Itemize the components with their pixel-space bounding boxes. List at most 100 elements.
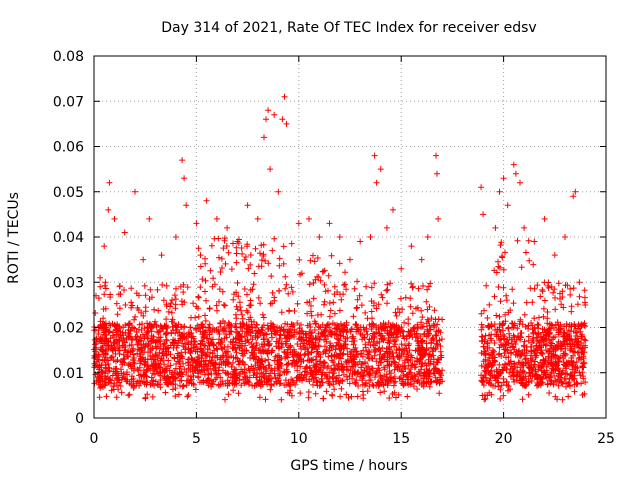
data-point-peak xyxy=(480,211,487,218)
data-point xyxy=(551,286,558,293)
data-point xyxy=(209,336,216,343)
data-point xyxy=(120,324,127,331)
data-point xyxy=(239,340,246,347)
data-point xyxy=(407,376,414,383)
data-point-peak xyxy=(347,256,353,263)
data-point xyxy=(413,305,419,312)
data-point xyxy=(540,313,547,320)
data-point xyxy=(340,333,347,340)
data-point xyxy=(564,341,571,348)
data-point xyxy=(355,326,361,333)
data-point xyxy=(306,378,313,385)
data-point xyxy=(491,354,498,361)
data-point xyxy=(330,381,337,388)
data-point xyxy=(296,331,303,337)
data-point xyxy=(413,331,420,338)
data-point xyxy=(508,349,515,356)
x-tick-labels: 0 5 10 15 20 25 xyxy=(90,431,615,447)
data-point xyxy=(179,340,186,347)
data-point xyxy=(145,363,152,370)
data-point xyxy=(171,292,178,299)
data-point xyxy=(527,285,534,292)
data-point xyxy=(281,369,288,376)
data-point xyxy=(126,342,133,349)
data-point xyxy=(517,368,523,375)
data-point xyxy=(526,257,533,264)
data-point xyxy=(250,281,257,288)
data-point xyxy=(234,280,241,286)
data-point xyxy=(344,334,351,341)
data-point xyxy=(382,350,388,357)
data-point xyxy=(240,321,247,328)
data-point xyxy=(311,318,318,325)
y-axis-label: ROTI / TECUs xyxy=(6,192,22,284)
data-point xyxy=(147,286,154,293)
data-point-peak xyxy=(132,188,138,195)
data-point xyxy=(338,351,344,358)
data-point xyxy=(277,371,284,378)
data-point xyxy=(430,322,437,329)
data-point xyxy=(312,276,319,283)
data-point xyxy=(143,373,150,380)
data-point-peak xyxy=(193,220,200,227)
data-point xyxy=(568,308,575,315)
data-point xyxy=(414,386,420,393)
data-point xyxy=(364,331,371,338)
data-point xyxy=(278,396,285,403)
data-point xyxy=(407,381,414,388)
data-point xyxy=(317,358,324,365)
data-point xyxy=(422,350,429,357)
data-point xyxy=(298,270,305,277)
data-point xyxy=(385,362,392,369)
data-point xyxy=(114,311,121,318)
data-point xyxy=(500,367,507,374)
data-point xyxy=(507,358,514,365)
data-point xyxy=(233,250,240,257)
data-point xyxy=(157,377,164,383)
data-point xyxy=(424,286,431,293)
data-point xyxy=(170,345,177,351)
data-point xyxy=(179,353,186,360)
data-point xyxy=(519,396,526,403)
data-point xyxy=(105,379,112,386)
data-point xyxy=(488,331,495,338)
data-point xyxy=(482,395,489,402)
data-point xyxy=(363,283,370,290)
data-point xyxy=(571,369,578,376)
data-point xyxy=(379,336,386,343)
data-point xyxy=(310,381,316,388)
y-tick-label: 0.07 xyxy=(53,94,84,110)
data-point xyxy=(384,300,390,307)
data-point xyxy=(363,364,370,371)
data-point xyxy=(276,255,283,262)
data-point xyxy=(209,350,216,357)
data-point xyxy=(288,240,295,247)
data-point xyxy=(337,291,343,298)
data-point xyxy=(486,380,493,387)
data-point xyxy=(163,316,170,323)
data-point xyxy=(580,373,586,380)
data-point xyxy=(376,381,383,388)
data-point-peak xyxy=(234,238,241,245)
data-point xyxy=(326,369,333,376)
data-point xyxy=(167,351,174,358)
data-point xyxy=(351,285,358,292)
data-point xyxy=(555,280,562,287)
data-point xyxy=(216,298,222,305)
data-point xyxy=(564,331,571,337)
data-point xyxy=(231,367,238,374)
data-point xyxy=(215,340,222,347)
data-point xyxy=(364,348,370,355)
data-point xyxy=(300,357,307,364)
data-point xyxy=(561,352,568,359)
data-point xyxy=(321,343,328,350)
data-point xyxy=(168,318,175,325)
data-point xyxy=(122,347,129,354)
data-point-peak xyxy=(531,238,538,245)
data-point xyxy=(576,293,583,300)
data-point xyxy=(109,353,116,360)
data-point xyxy=(288,284,295,291)
data-point xyxy=(294,300,301,307)
data-point xyxy=(106,328,113,335)
data-point xyxy=(320,349,327,356)
